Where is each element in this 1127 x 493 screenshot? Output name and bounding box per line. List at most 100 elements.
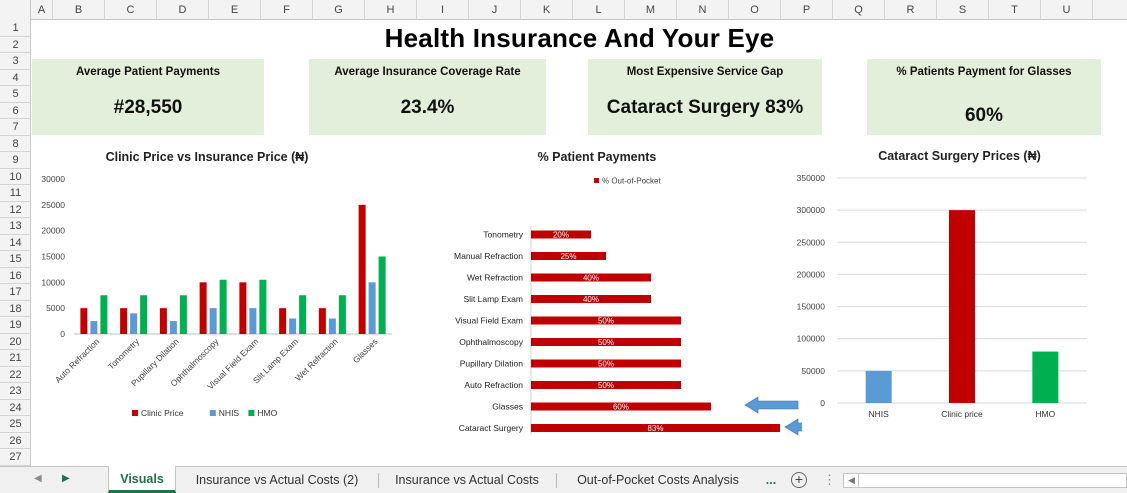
row-header-26: 26 (0, 433, 31, 449)
bar-out-of-pocket (531, 316, 681, 325)
bar-out-of-pocket (531, 230, 591, 239)
x-tick-label: Wet Refraction (293, 336, 340, 383)
x-tick-label: NHIS (869, 409, 890, 419)
column-header-k: K (521, 0, 573, 20)
cataract-callout-arrow-icon (784, 418, 802, 436)
tab-insurance-vs-actual-costs[interactable]: Insurance vs Actual Costs (395, 473, 539, 487)
row-header-16: 16 (0, 268, 31, 284)
bar-nhis (328, 318, 336, 334)
glasses-callout-arrow-icon (744, 396, 799, 414)
bar-nhis (368, 282, 376, 334)
column-header-c: C (105, 0, 157, 20)
chart-title-clinic-vs-insurance: Clinic Price vs Insurance Price (₦) (105, 150, 309, 164)
bar-nhis (169, 321, 177, 334)
scroll-left-arrow-icon[interactable]: ◀ (848, 475, 855, 485)
category-label: Pupillary Dilation (460, 359, 524, 369)
bar-hmo (140, 295, 148, 334)
row-header-12: 12 (0, 202, 31, 218)
y-tick-label: 20000 (41, 226, 65, 236)
column-header-a: A (31, 0, 53, 20)
legend-swatch (248, 410, 255, 416)
x-tick-label: Clinic price (941, 409, 983, 419)
bar-clinic-price (239, 282, 247, 334)
bar-hmo (259, 279, 267, 334)
bar-out-of-pocket (531, 359, 681, 368)
tab-visuals[interactable]: Visuals (108, 466, 176, 493)
scroll-right-icon[interactable]: ▶ (62, 473, 70, 484)
kpi-label: % Patients Payment for Glasses (896, 66, 1072, 78)
data-label: 40% (583, 295, 599, 304)
column-header-s: S (937, 0, 989, 20)
x-tick-label: HMO (1035, 409, 1055, 419)
kpi-label: Average Insurance Coverage Rate (334, 66, 521, 78)
tab-insurance-vs-actual-costs-2[interactable]: Insurance vs Actual Costs (2) (195, 473, 359, 487)
y-tick-label: 5000 (46, 303, 65, 313)
column-header-f: F (261, 0, 313, 20)
bar-clinic-price (80, 308, 88, 334)
data-label: 25% (560, 252, 576, 261)
row-header-20: 20 (0, 334, 31, 350)
column-header-g: G (313, 0, 365, 20)
kpi-label: Most Expensive Service Gap (626, 66, 784, 78)
column-header-l: L (573, 0, 625, 20)
row-header-18: 18 (0, 301, 31, 317)
row-header-13: 13 (0, 218, 31, 235)
row-header-1: 1 (0, 20, 31, 37)
legend-swatch (594, 178, 599, 183)
row-header-21: 21 (0, 350, 31, 367)
column-header-q: Q (833, 0, 885, 20)
bar-hmo (299, 295, 307, 334)
kpi-value: 60% (964, 105, 1004, 126)
patient-payments-chart[interactable]: % Out-of-Pocket Tonometry 20% Manual Refrac… (402, 171, 802, 441)
y-tick-label: 150000 (797, 302, 826, 312)
row-header-4: 4 (0, 70, 31, 86)
column-header-e: E (209, 0, 261, 20)
row-header-25: 25 (0, 416, 31, 433)
data-label: 83% (647, 424, 663, 433)
options-icon[interactable]: ⋮ (823, 472, 836, 487)
bar-out-of-pocket (531, 252, 606, 260)
kpi-card-glasses-payment: % Patients Payment for Glasses 60% (867, 59, 1101, 135)
category-label: Cataract Surgery (459, 423, 524, 433)
y-tick-label: 250000 (797, 237, 826, 247)
bar-out-of-pocket (531, 402, 711, 411)
tab-out-of-pocket-costs-analysis[interactable]: Out-of-Pocket Costs Analysis (577, 473, 739, 487)
add-sheet-button[interactable]: + (791, 472, 807, 488)
bar-hmo (1032, 351, 1059, 403)
y-tick-label: 15000 (41, 252, 65, 262)
data-label: 60% (613, 403, 629, 412)
dashboard-sheet: Health Insurance And Your Eye Average Pa… (32, 21, 1127, 466)
row-header-2: 2 (0, 37, 31, 53)
bar-hmo (100, 295, 108, 334)
category-label: Ophthalmoscopy (459, 337, 524, 347)
y-tick-label: 30000 (41, 174, 65, 184)
column-header-m: M (625, 0, 677, 20)
kpi-card-average-payments: Average Patient Payments #28,550 (32, 59, 264, 135)
select-all-corner[interactable] (0, 0, 31, 20)
column-header-d: D (157, 0, 209, 20)
data-label: 50% (598, 381, 614, 390)
data-label: 20% (553, 231, 569, 240)
data-label: 40% (583, 274, 599, 283)
bar-clinic-price (318, 308, 326, 334)
row-header: 1 2 3 4 5 6 7 8 9 10 11 12 13 14 15 16 17 18 19 20 21 22 23 24 2… (0, 20, 31, 466)
horizontal-scrollbar[interactable]: ◀ (843, 473, 1127, 488)
row-header-19: 19 (0, 317, 31, 334)
data-label: 50% (598, 317, 614, 326)
bar-hmo (179, 295, 187, 334)
y-tick-label: 350000 (797, 173, 826, 183)
scroll-left-icon[interactable]: ◀ (34, 473, 42, 484)
bar-hmo (378, 256, 386, 334)
bar-clinic-price (199, 282, 207, 334)
bar-nhis (209, 308, 217, 334)
more-tabs-button[interactable]: ... (765, 473, 777, 487)
bar-clinic-price (159, 308, 167, 334)
row-header-27: 27 (0, 449, 31, 466)
row-header-22: 22 (0, 367, 31, 383)
row-header-23: 23 (0, 383, 31, 400)
category-label: Manual Refraction (454, 251, 523, 261)
column-header-o: O (729, 0, 781, 20)
category-label: Tonometry (483, 230, 523, 240)
cataract-prices-chart[interactable]: 350000 300000 250000 200000 150000 100000 5000… (782, 171, 1112, 441)
